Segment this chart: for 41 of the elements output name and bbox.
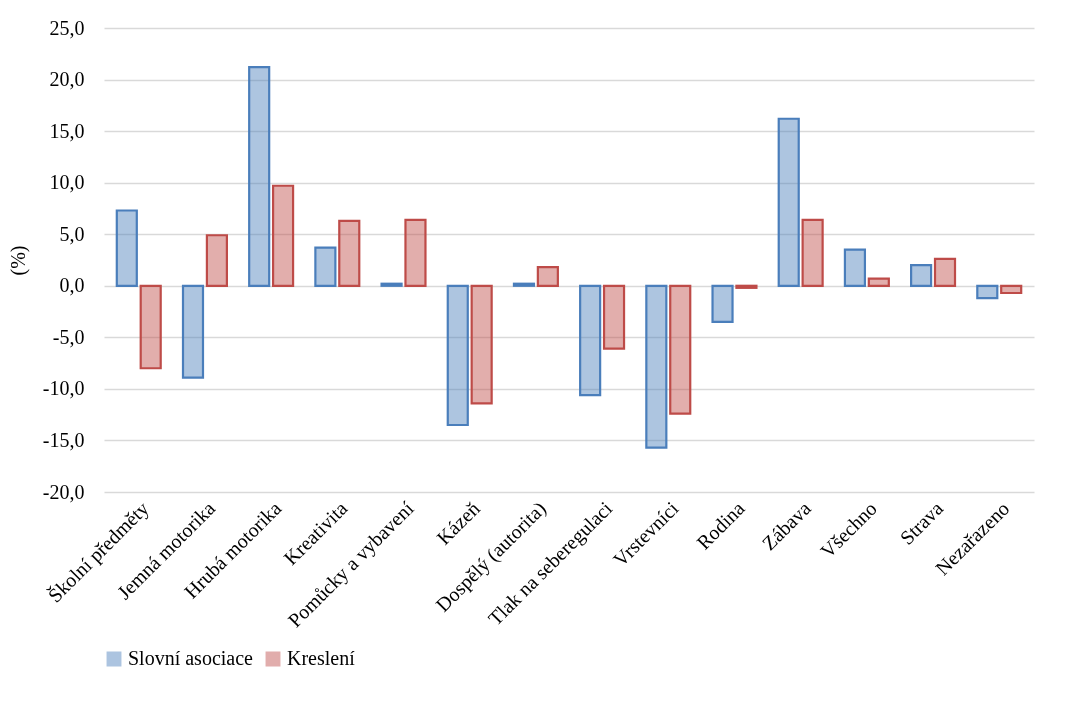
y-axis-title: (%) [6, 245, 30, 276]
bar [735, 284, 758, 289]
y-tick-label: 20,0 [49, 68, 85, 91]
bar [536, 266, 559, 287]
bar [248, 66, 271, 287]
bar [115, 209, 138, 287]
y-tick-label: 5,0 [59, 222, 85, 245]
bar [314, 246, 337, 287]
bar [338, 219, 361, 287]
bar [910, 264, 933, 287]
bar [512, 282, 536, 287]
bar [404, 218, 427, 287]
legend-label: Slovní asociace [128, 647, 254, 669]
bar [669, 284, 692, 415]
bar [380, 282, 403, 287]
bar [271, 184, 295, 287]
bar [867, 277, 890, 287]
y-tick-label: 0,0 [59, 274, 85, 297]
legend-label: Kreslení [287, 647, 356, 669]
y-tick-label: 25,0 [49, 16, 85, 39]
bar [470, 284, 493, 405]
bar [645, 284, 668, 449]
bar [711, 284, 734, 323]
bar [181, 284, 205, 379]
bar [976, 284, 999, 300]
bar [579, 284, 602, 397]
y-tick-label: -20,0 [42, 480, 85, 503]
bar [843, 248, 867, 287]
y-tick-label: 15,0 [49, 119, 85, 142]
bar [139, 284, 162, 370]
bar [933, 257, 957, 287]
y-tick-label: 10,0 [49, 171, 85, 194]
bar [205, 234, 228, 287]
bar [1000, 284, 1023, 295]
y-tick-label: -10,0 [42, 377, 85, 400]
bar [446, 284, 469, 427]
y-tick-label: -15,0 [42, 428, 85, 451]
bar [602, 284, 626, 350]
y-tick-label: -5,0 [52, 325, 85, 348]
bar [777, 117, 800, 287]
bar [801, 218, 824, 287]
